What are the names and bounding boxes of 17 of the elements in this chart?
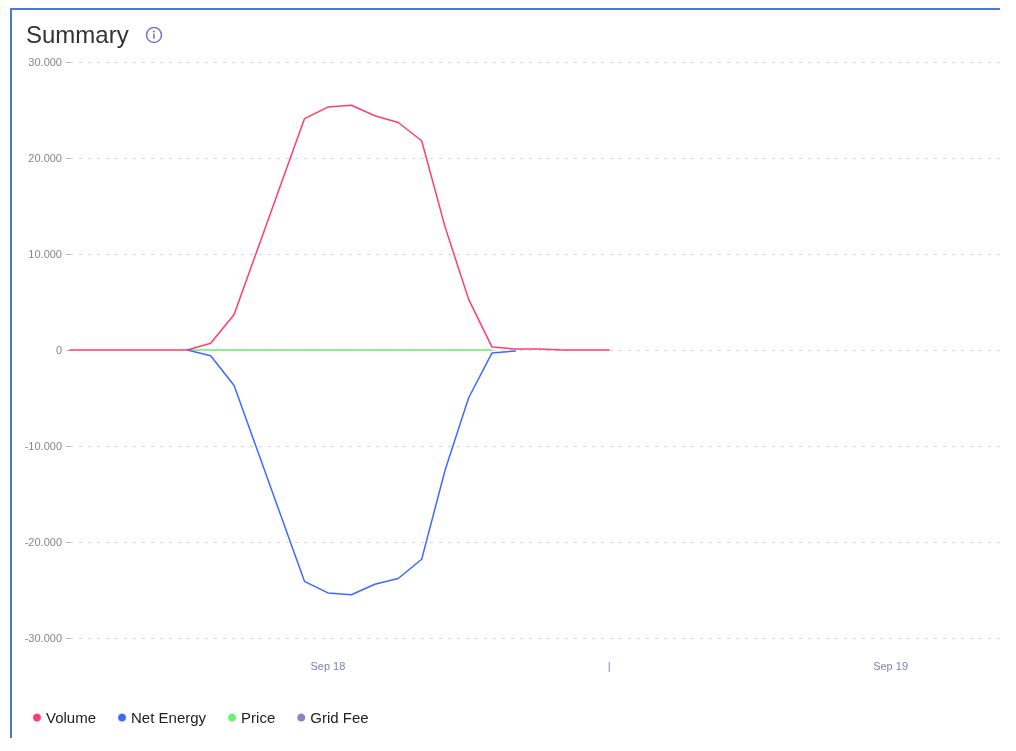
line-series xyxy=(186,349,517,596)
legend-label: Grid Fee xyxy=(310,709,369,726)
x-tick-label: | xyxy=(607,659,611,672)
y-tick-label: -10.000 xyxy=(24,440,62,452)
chart-title: Summary xyxy=(26,21,129,49)
legend-label: Volume xyxy=(46,709,97,726)
legend-label: Net Energy xyxy=(131,709,207,726)
y-tick-label: -20.000 xyxy=(24,536,62,548)
y-tick-label: 10.000 xyxy=(28,248,62,260)
y-tick-label: -30.000 xyxy=(24,632,62,644)
y-tick-label: 20.000 xyxy=(28,152,62,164)
y-tick-label: 30.000 xyxy=(28,56,62,68)
y-tick-label: 0 xyxy=(55,344,62,356)
legend-label: Price xyxy=(241,709,276,726)
line-series xyxy=(69,104,610,351)
x-tick-label: Sep 18 xyxy=(310,659,346,672)
x-tick-label: Sep 19 xyxy=(873,659,909,672)
